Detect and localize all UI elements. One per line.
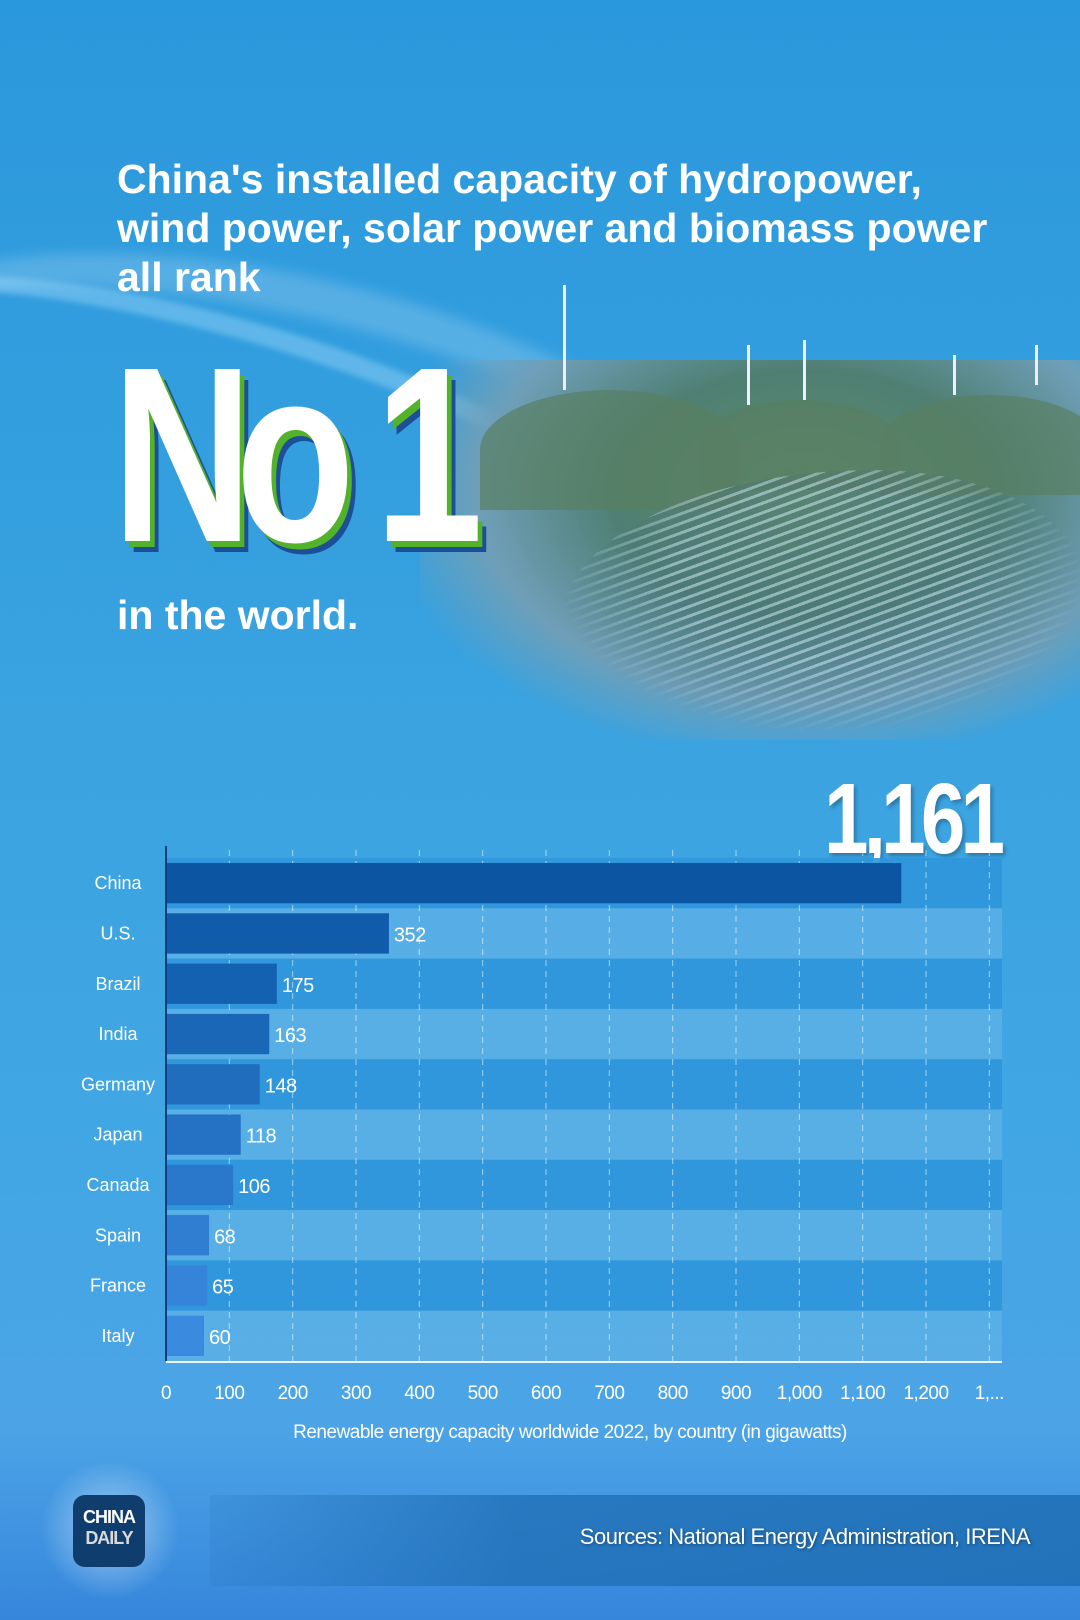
value-label: 175 [282, 975, 314, 997]
value-label: 118 [246, 1126, 277, 1148]
hero-image [0, 0, 1080, 760]
bar-us [166, 913, 389, 954]
wind-turbine-icon [953, 355, 956, 395]
category-label: Italy [101, 1326, 134, 1346]
bar-japan [166, 1114, 241, 1155]
value-label: 68 [214, 1226, 236, 1248]
value-label: 352 [394, 924, 426, 946]
value-label: 106 [238, 1176, 270, 1198]
headline: China's installed capacity of hydropower… [117, 156, 988, 300]
bar-canada [166, 1164, 234, 1206]
china-total-value: 1,161 [823, 763, 1005, 875]
wind-turbine-icon [563, 285, 566, 390]
category-label: U.S. [100, 923, 135, 943]
hill [480, 390, 740, 510]
row-band [166, 1109, 1002, 1160]
category-label: Canada [86, 1175, 150, 1195]
x-tick-label: 100 [214, 1383, 244, 1404]
bar-india [166, 1013, 270, 1055]
china-daily-logo: CHINA DAILY [73, 1495, 145, 1567]
category-label: France [90, 1276, 146, 1296]
value-label: 148 [265, 1075, 297, 1097]
bar-brazil [166, 963, 277, 1004]
value-label: 65 [212, 1277, 234, 1299]
x-tick-label: 600 [531, 1383, 561, 1404]
bar-france [166, 1265, 208, 1306]
value-label: 163 [274, 1025, 306, 1047]
category-label: Germany [81, 1074, 155, 1094]
row-band [166, 1159, 1002, 1211]
wind-turbine-icon [1035, 345, 1038, 385]
x-tick-label: 1,000 [777, 1383, 822, 1404]
chart-caption: Renewable energy capacity worldwide 2022… [293, 1422, 847, 1443]
bar-italy [166, 1315, 204, 1356]
category-label: Brazil [95, 974, 140, 994]
row-band [166, 1210, 1002, 1261]
x-tick-label: 900 [721, 1383, 751, 1404]
x-tick-label: 700 [594, 1383, 624, 1404]
x-tick-label: 1,200 [903, 1383, 948, 1404]
x-tick-label: 200 [278, 1383, 308, 1404]
bar-chart: 0 100 200 300 400 500 600 700 800 900 1,000 1,100 1,… [81, 846, 1004, 1404]
sources-text: Sources: National Energy Administration,… [579, 1524, 1031, 1549]
headline-suffix: in the world. [117, 592, 359, 638]
rank-number: No 1 [112, 315, 483, 594]
category-label: China [94, 873, 142, 893]
value-label: 60 [209, 1327, 231, 1349]
row-band [166, 1260, 1002, 1311]
x-tick-label: 800 [658, 1383, 688, 1404]
category-label: Spain [95, 1225, 141, 1245]
bar-germany [166, 1064, 260, 1105]
x-tick-label: 1,100 [840, 1383, 885, 1404]
logo-line2: DAILY [85, 1528, 133, 1548]
wind-turbine-icon [803, 340, 806, 400]
wind-turbine-icon [747, 345, 750, 405]
bar-spain [166, 1215, 210, 1256]
footer-band [210, 1495, 1080, 1586]
x-tick-label: 300 [341, 1383, 371, 1404]
row-band [166, 1310, 1002, 1361]
x-tick-label: 500 [468, 1383, 498, 1404]
x-tick-label: 400 [404, 1383, 434, 1404]
logo-line1: CHINA [83, 1507, 136, 1527]
category-label: India [98, 1024, 138, 1044]
category-label: Japan [93, 1125, 142, 1145]
x-tick-label: 1,... [975, 1383, 1004, 1404]
x-tick-label: 0 [161, 1383, 171, 1404]
bar-china [166, 863, 902, 904]
